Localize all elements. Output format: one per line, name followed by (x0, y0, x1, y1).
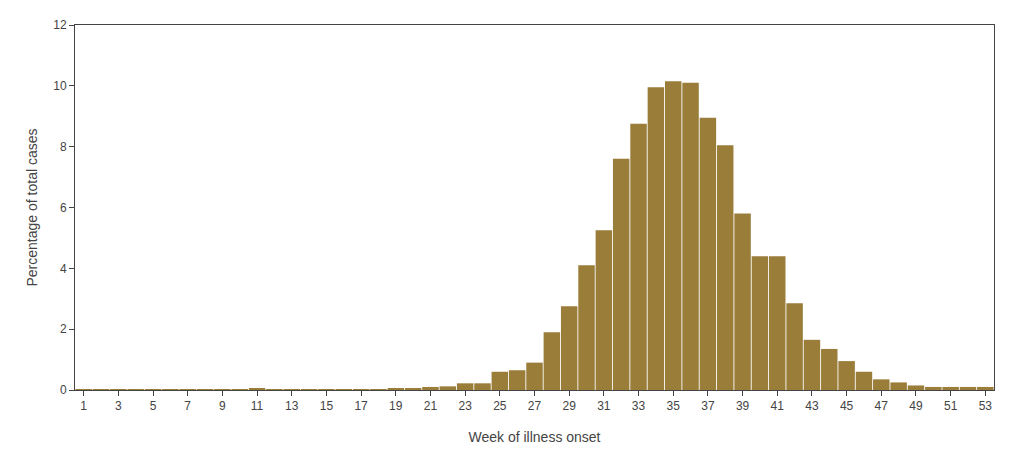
svg-text:8: 8 (60, 140, 67, 154)
svg-text:23: 23 (458, 399, 472, 413)
svg-text:10: 10 (53, 79, 67, 93)
svg-text:37: 37 (701, 399, 715, 413)
svg-text:0: 0 (60, 383, 67, 397)
svg-text:21: 21 (424, 399, 438, 413)
svg-text:9: 9 (219, 399, 226, 413)
svg-text:33: 33 (632, 399, 646, 413)
svg-text:3: 3 (115, 399, 122, 413)
svg-text:35: 35 (667, 399, 681, 413)
svg-text:7: 7 (184, 399, 191, 413)
svg-text:4: 4 (60, 262, 67, 276)
svg-text:1: 1 (80, 399, 87, 413)
svg-text:25: 25 (493, 399, 507, 413)
svg-text:43: 43 (805, 399, 819, 413)
svg-text:11: 11 (251, 399, 264, 413)
svg-text:12: 12 (53, 18, 67, 32)
svg-text:53: 53 (979, 399, 993, 413)
svg-text:31: 31 (597, 399, 611, 413)
svg-text:51: 51 (944, 399, 958, 413)
svg-text:6: 6 (60, 201, 67, 215)
svg-text:47: 47 (875, 399, 889, 413)
svg-text:5: 5 (150, 399, 157, 413)
svg-text:29: 29 (563, 399, 577, 413)
svg-text:Percentage of total cases: Percentage of total cases (24, 129, 40, 287)
svg-text:17: 17 (354, 399, 368, 413)
svg-text:49: 49 (909, 399, 923, 413)
svg-text:45: 45 (840, 399, 854, 413)
svg-text:41: 41 (771, 399, 785, 413)
svg-text:2: 2 (60, 322, 67, 336)
svg-text:Week of illness onset: Week of illness onset (468, 429, 600, 445)
svg-text:15: 15 (320, 399, 334, 413)
svg-text:19: 19 (389, 399, 403, 413)
svg-text:13: 13 (285, 399, 299, 413)
svg-text:27: 27 (528, 399, 542, 413)
svg-text:39: 39 (736, 399, 750, 413)
